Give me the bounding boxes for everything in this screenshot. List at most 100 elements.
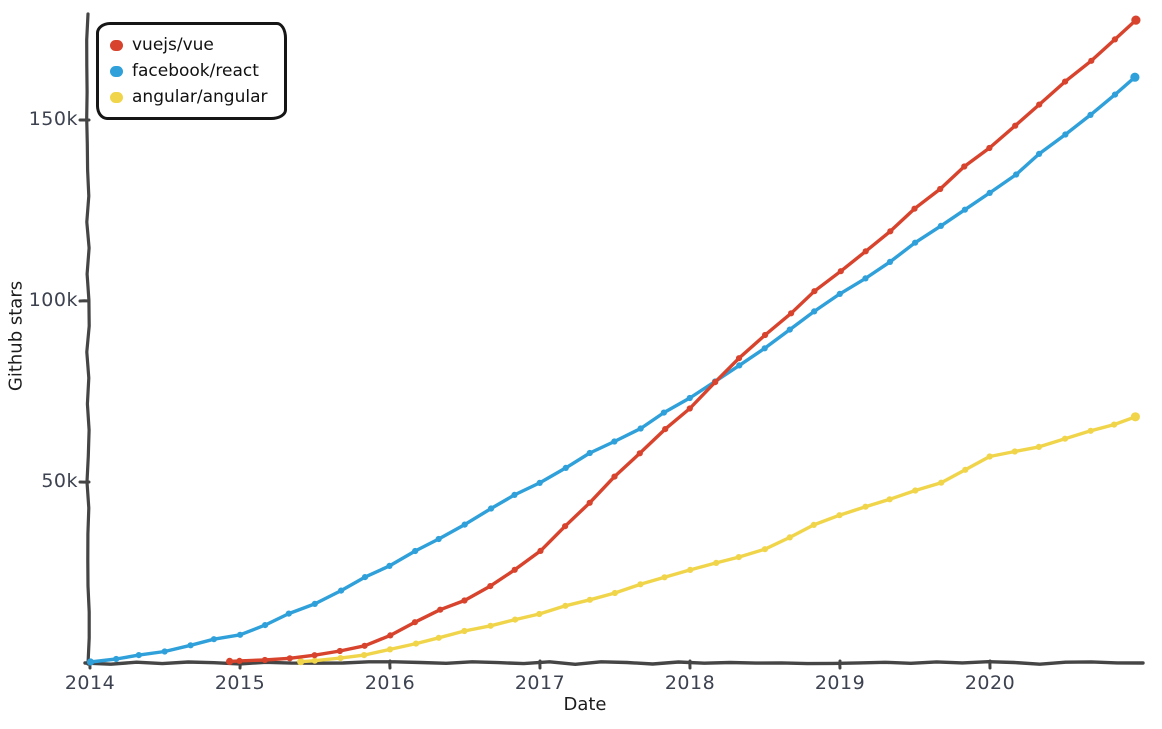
x-tick-label-2014: 2014 bbox=[64, 672, 116, 694]
series-point-vuejs-vue bbox=[662, 426, 669, 433]
series-point-angular-angular bbox=[986, 453, 993, 460]
series-point-vuejs-vue bbox=[811, 288, 818, 295]
series-point-facebook-react bbox=[961, 206, 969, 213]
x-tick-label-2018: 2018 bbox=[664, 672, 716, 694]
series-point-vuejs-vue bbox=[562, 523, 569, 530]
series-point-angular-angular bbox=[461, 627, 468, 635]
series-point-vuejs-vue bbox=[387, 632, 394, 639]
series-point-facebook-react bbox=[836, 290, 843, 297]
x-axis-title: Date bbox=[563, 694, 607, 715]
series-point-facebook-react bbox=[562, 464, 569, 471]
series-point-vuejs-vue bbox=[937, 185, 944, 193]
y-tick-label-150k: 150k bbox=[28, 108, 78, 130]
series-point-angular-angular bbox=[637, 581, 644, 588]
series-point-vuejs-vue bbox=[712, 379, 719, 386]
series-point-facebook-react bbox=[986, 189, 993, 196]
series-point-facebook-react bbox=[811, 308, 818, 315]
legend-marker-icon bbox=[110, 91, 123, 103]
series-point-angular-angular bbox=[386, 646, 394, 653]
series-point-angular-angular bbox=[337, 655, 344, 662]
series-point-facebook-react bbox=[86, 658, 95, 666]
series-point-angular-angular bbox=[611, 589, 619, 597]
series-point-facebook-react bbox=[113, 655, 120, 663]
series-point-angular-angular bbox=[1061, 435, 1069, 442]
series-point-facebook-react bbox=[611, 438, 618, 445]
series-point-angular-angular bbox=[687, 566, 694, 574]
series-point-angular-angular bbox=[836, 512, 843, 519]
series-point-angular-angular bbox=[511, 616, 519, 623]
series-point-facebook-react bbox=[386, 562, 393, 570]
series-point-vuejs-vue bbox=[1012, 122, 1019, 129]
series-point-vuejs-vue bbox=[986, 144, 993, 152]
series-point-angular-angular bbox=[786, 534, 793, 541]
series-point-vuejs-vue bbox=[911, 205, 918, 212]
series-point-angular-angular bbox=[1087, 427, 1094, 434]
series-point-facebook-react bbox=[338, 587, 345, 594]
y-axis-title: Github stars bbox=[5, 280, 27, 392]
series-point-facebook-react bbox=[886, 258, 894, 265]
x-axis-line bbox=[83, 660, 1145, 666]
series-point-vuejs-vue bbox=[686, 405, 693, 412]
series-point-facebook-react bbox=[412, 547, 419, 555]
series-point-vuejs-vue bbox=[336, 647, 343, 655]
series-point-facebook-react bbox=[488, 505, 495, 512]
series-line-angular-angular bbox=[299, 415, 1138, 664]
legend-label: facebook/react bbox=[132, 61, 259, 81]
y-tick-label-100k: 100k bbox=[28, 289, 78, 311]
y-axis-line bbox=[85, 12, 91, 666]
series-point-angular-angular bbox=[536, 610, 543, 618]
series-point-angular-angular bbox=[487, 622, 494, 629]
series-point-facebook-react bbox=[311, 600, 318, 608]
series-point-vuejs-vue bbox=[511, 566, 518, 573]
series-point-angular-angular bbox=[886, 496, 893, 503]
legend-marker-icon bbox=[110, 65, 123, 77]
series-point-facebook-react bbox=[210, 636, 217, 643]
series-point-angular-angular bbox=[435, 634, 442, 641]
series-point-vuejs-vue bbox=[537, 547, 544, 555]
series-point-angular-angular bbox=[1130, 412, 1140, 422]
series-point-vuejs-vue bbox=[788, 310, 795, 317]
series-point-facebook-react bbox=[237, 631, 244, 638]
series-point-facebook-react bbox=[1013, 171, 1020, 178]
x-tick-label-2015: 2015 bbox=[214, 672, 266, 694]
series-point-vuejs-vue bbox=[837, 268, 844, 275]
series-point-facebook-react bbox=[1130, 72, 1140, 82]
series-point-facebook-react bbox=[862, 275, 869, 282]
series-point-facebook-react bbox=[285, 610, 292, 617]
series-line-facebook-react bbox=[88, 75, 1137, 664]
series-point-facebook-react bbox=[761, 345, 768, 352]
series-point-facebook-react bbox=[1087, 111, 1094, 118]
series-point-angular-angular bbox=[586, 596, 594, 603]
series-point-facebook-react bbox=[161, 648, 168, 655]
series-point-facebook-react bbox=[361, 574, 369, 581]
series-point-facebook-react bbox=[536, 479, 543, 486]
series-point-angular-angular bbox=[810, 521, 817, 529]
series-point-vuejs-vue bbox=[226, 657, 234, 666]
series-point-vuejs-vue bbox=[887, 228, 894, 235]
series-point-angular-angular bbox=[412, 640, 420, 647]
legend-label: vuejs/vue bbox=[132, 35, 214, 55]
series-point-angular-angular bbox=[661, 574, 668, 581]
series-point-angular-angular bbox=[1111, 421, 1118, 428]
series-point-angular-angular bbox=[761, 546, 769, 553]
series-point-vuejs-vue bbox=[311, 652, 318, 659]
series-point-vuejs-vue bbox=[1036, 101, 1043, 108]
series-point-vuejs-vue bbox=[636, 450, 643, 457]
series-point-angular-angular bbox=[962, 466, 969, 473]
series-point-facebook-react bbox=[1062, 131, 1069, 138]
series-point-facebook-react bbox=[135, 652, 142, 659]
series-point-angular-angular bbox=[361, 652, 368, 659]
series-point-vuejs-vue bbox=[437, 606, 444, 613]
series-point-angular-angular bbox=[562, 602, 569, 609]
series-point-facebook-react bbox=[637, 425, 644, 432]
legend-item-angular-angular: angular/angular bbox=[110, 84, 268, 110]
y-tick-label-50k: 50k bbox=[41, 470, 78, 492]
series-point-angular-angular bbox=[311, 657, 318, 664]
series-point-vuejs-vue bbox=[862, 248, 869, 255]
x-tick-label-2016: 2016 bbox=[364, 672, 416, 694]
series-point-facebook-react bbox=[511, 491, 518, 498]
series-point-facebook-react bbox=[1036, 150, 1043, 157]
series-point-angular-angular bbox=[938, 479, 945, 486]
series-point-facebook-react bbox=[660, 409, 668, 416]
series-point-vuejs-vue bbox=[286, 655, 293, 662]
